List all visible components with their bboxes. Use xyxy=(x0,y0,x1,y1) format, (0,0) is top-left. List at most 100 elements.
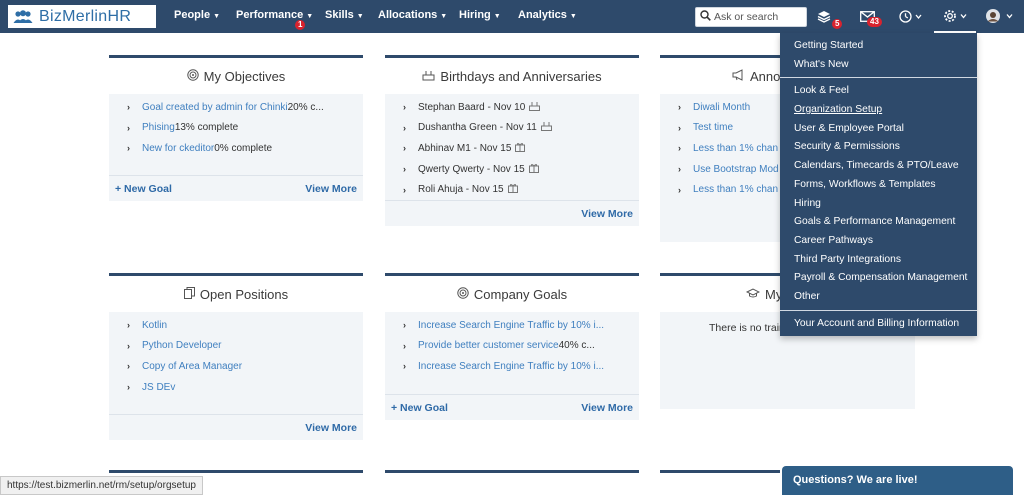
menu-getting-started[interactable]: Getting Started xyxy=(794,40,864,51)
goal-row[interactable]: › Provide better customer service 40% c..… xyxy=(385,336,639,357)
objectives-title: My Objectives xyxy=(203,68,286,84)
top-navbar: BizMerlinHR People ▼ Performance ▼ 1 Skill… xyxy=(0,0,1024,33)
announcement-link[interactable]: Less than 1% chan xyxy=(693,142,779,154)
new-goal-link[interactable]: + New Goal xyxy=(115,182,172,195)
live-chat-button[interactable]: Questions? We are live! xyxy=(782,466,1013,495)
menu-user-portal[interactable]: User & Employee Portal xyxy=(794,122,904,134)
nav-analytics[interactable]: Analytics ▼ xyxy=(518,0,577,33)
menu-look-feel[interactable]: Look & Feel xyxy=(794,85,849,97)
objective-row[interactable]: › New for ckeditor 0% complete xyxy=(109,138,363,159)
announcement-row[interactable]: › Test time xyxy=(660,118,915,139)
brand-name: BizMerlinHR xyxy=(39,7,132,25)
announcement-row[interactable]: › Diwali Month xyxy=(660,97,915,118)
chevron-right-icon: › xyxy=(127,382,130,393)
goal-link[interactable]: Increase Search Engine Traffic by 10% i.… xyxy=(418,360,605,372)
nav-hiring[interactable]: Hiring ▼ xyxy=(459,0,501,33)
menu-integrations[interactable]: Third Party Integrations xyxy=(794,253,902,265)
nav-skills-label: Skills xyxy=(325,9,354,21)
birthday-row[interactable]: › Roli Ahuja - Nov 15 xyxy=(385,179,639,200)
announcement-link[interactable]: Test time xyxy=(693,122,734,134)
cake-icon xyxy=(540,121,552,134)
announcement-link[interactable]: Use Bootstrap Mod xyxy=(693,163,779,175)
menu-career-pathways[interactable]: Career Pathways xyxy=(794,234,873,246)
birthdays-title: Birthdays and Anniversaries xyxy=(440,68,602,84)
menu-whats-new[interactable]: What's New xyxy=(794,58,849,70)
nav-people[interactable]: People ▼ xyxy=(174,0,220,33)
menu-security[interactable]: Security & Permissions xyxy=(794,141,900,153)
new-goal-link[interactable]: + New Goal xyxy=(391,401,448,414)
objective-progress: 0% complete xyxy=(214,142,273,154)
menu-account-billing[interactable]: Your Account and Billing Information xyxy=(794,317,960,329)
announcement-row[interactable]: › Less than 1% chan xyxy=(660,138,915,159)
bottom-card-3 xyxy=(660,470,780,495)
announcement-link[interactable]: Diwali Month xyxy=(693,101,751,113)
position-link[interactable]: Python Developer xyxy=(142,340,222,352)
goal-row[interactable]: › Increase Search Engine Traffic by 10% i… xyxy=(385,315,639,336)
chevron-right-icon: › xyxy=(678,184,681,195)
menu-organization-setup[interactable]: Organization Setup xyxy=(794,104,883,116)
position-link[interactable]: Copy of Area Manager xyxy=(142,360,243,372)
view-more-link[interactable]: View More xyxy=(305,182,357,195)
position-row[interactable]: › Copy of Area Manager xyxy=(109,356,363,377)
position-row[interactable]: › Kotlin xyxy=(109,315,363,336)
objective-row[interactable]: › Goal created by admin for Chinki 20% c.… xyxy=(109,97,363,118)
goal-row[interactable]: › Increase Search Engine Traffic by 10% i… xyxy=(385,356,639,377)
nav-skills[interactable]: Skills ▼ xyxy=(325,0,364,33)
chevron-right-icon: › xyxy=(403,122,406,133)
view-more-link[interactable]: View More xyxy=(581,207,633,220)
view-more-link[interactable]: View More xyxy=(305,421,357,434)
objectives-header: My Objectives xyxy=(109,58,363,94)
birthday-row[interactable]: › Stephan Baard - Nov 10 xyxy=(385,97,639,118)
gift-icon xyxy=(507,183,518,196)
chevron-right-icon: › xyxy=(127,102,130,113)
nav-allocations[interactable]: Allocations ▼ xyxy=(378,0,447,33)
position-link[interactable]: Kotlin xyxy=(142,319,168,331)
view-more-link[interactable]: View More xyxy=(581,401,633,414)
caret-down-icon: ▼ xyxy=(213,13,221,20)
menu-calendars[interactable]: Calendars, Timecards & PTO/Leave xyxy=(794,160,959,172)
announcement-link[interactable]: Less than 1% chan xyxy=(693,184,779,196)
search-icon xyxy=(700,10,711,24)
birthdays-header: Birthdays and Anniversaries xyxy=(385,58,639,94)
nav-performance[interactable]: Performance ▼ xyxy=(236,0,313,33)
position-row[interactable]: › JS DEv xyxy=(109,377,363,398)
brand-logo[interactable]: BizMerlinHR xyxy=(8,5,156,28)
layers-icon[interactable] xyxy=(815,8,833,24)
target-icon xyxy=(186,68,204,84)
birthday-row[interactable]: › Qwerty Qwerty - Nov 15 xyxy=(385,159,639,180)
objective-link[interactable]: New for ckeditor xyxy=(142,142,215,154)
goal-progress: 40% c... xyxy=(558,340,595,352)
announcement-row[interactable]: › Less than 1% chan xyxy=(660,179,915,200)
nav-performance-label: Performance xyxy=(236,9,304,21)
birthdays-card: Birthdays and Anniversaries › Stephan Baa… xyxy=(385,55,639,226)
birthday-row[interactable]: › Abhinav M1 - Nov 15 xyxy=(385,138,639,159)
menu-hiring[interactable]: Hiring xyxy=(794,197,821,209)
objectives-footer: + New Goal View More xyxy=(109,175,363,201)
position-row[interactable]: › Python Developer xyxy=(109,336,363,357)
settings-menu-toggle[interactable] xyxy=(934,0,976,33)
objective-link[interactable]: Phising xyxy=(142,122,175,134)
birthday-row[interactable]: › Dushantha Green - Nov 11 xyxy=(385,118,639,139)
birthday-text: Qwerty Qwerty - Nov 15 xyxy=(418,163,525,175)
objective-row[interactable]: › Phising 13% complete xyxy=(109,118,363,139)
gear-icon[interactable] xyxy=(942,8,968,24)
megaphone-icon xyxy=(732,68,750,84)
menu-payroll[interactable]: Payroll & Compensation Management xyxy=(794,272,968,284)
search-input[interactable]: Ask or search xyxy=(695,7,807,27)
menu-forms[interactable]: Forms, Workflows & Templates xyxy=(794,178,936,190)
birthdays-footer: View More xyxy=(385,200,639,226)
help-icon[interactable] xyxy=(898,8,924,24)
announcement-row[interactable]: › Use Bootstrap Mod xyxy=(660,159,915,180)
avatar[interactable] xyxy=(984,8,1016,24)
position-link[interactable]: JS DEv xyxy=(142,381,176,393)
goal-link[interactable]: Provide better customer service xyxy=(418,340,559,352)
menu-goals[interactable]: Goals & Performance Management xyxy=(794,216,956,228)
objective-link[interactable]: Goal created by admin for Chinki xyxy=(142,101,288,113)
caret-down-icon: ▼ xyxy=(569,13,577,20)
cake-icon xyxy=(422,69,440,84)
goal-link[interactable]: Increase Search Engine Traffic by 10% i.… xyxy=(418,319,605,331)
gift-icon xyxy=(515,142,526,155)
menu-divider xyxy=(780,77,977,79)
menu-other[interactable]: Other xyxy=(794,290,820,302)
caret-down-icon: ▼ xyxy=(440,13,448,20)
